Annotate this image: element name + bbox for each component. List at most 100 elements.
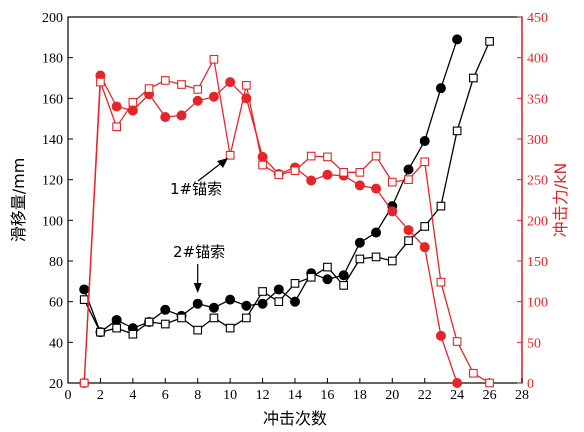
- y-tick-label-right: 50: [527, 336, 541, 351]
- data-point: [403, 225, 414, 236]
- annotation-arrow-head: [193, 283, 202, 293]
- x-tick-label: 8: [194, 388, 201, 403]
- data-point: [96, 327, 105, 337]
- y-tick-label-right: 100: [527, 296, 548, 311]
- data-point: [355, 167, 365, 177]
- annotation-label: 1#锚索: [170, 180, 222, 198]
- data-point: [435, 330, 446, 341]
- annotations: 1#锚索 2#锚索: [170, 158, 228, 293]
- series-3: [79, 70, 463, 388]
- annotation-label: 2#锚索: [173, 243, 225, 261]
- x-tick-label: 24: [450, 388, 464, 403]
- data-point: [354, 180, 365, 191]
- data-point: [208, 91, 219, 102]
- y-axis-title-right: 冲击力/kN: [551, 163, 570, 238]
- y-tick-label-right: 350: [527, 92, 548, 107]
- data-point: [79, 284, 90, 295]
- data-point: [387, 206, 398, 217]
- data-point: [420, 157, 430, 167]
- data-point: [96, 77, 105, 87]
- y-tick-label-left: 120: [42, 174, 63, 189]
- data-point: [128, 329, 138, 339]
- x-tick-label: 28: [515, 388, 529, 403]
- x-tick-label: 12: [256, 388, 270, 403]
- data-point: [452, 377, 463, 388]
- series-4: [79, 54, 494, 388]
- series-line: [83, 73, 458, 384]
- data-point: [144, 84, 154, 93]
- data-point: [338, 270, 349, 281]
- data-point: [112, 323, 121, 333]
- data-point: [404, 175, 413, 185]
- data-point: [192, 95, 203, 106]
- x-tick-label: 10: [223, 388, 237, 403]
- y-axis-title-left: 滑移量/mm: [9, 158, 28, 243]
- data-point: [208, 302, 219, 313]
- y-tick-label-right: 300: [527, 133, 548, 148]
- data-point: [225, 323, 235, 333]
- data-point: [160, 304, 171, 315]
- x-tick-label: 16: [320, 388, 334, 403]
- data-point: [339, 167, 348, 177]
- annotation-arrow-head: [217, 158, 228, 168]
- data-point: [192, 298, 203, 309]
- data-point: [322, 169, 333, 180]
- data-point: [79, 295, 89, 304]
- data-point: [420, 222, 430, 231]
- y-tick-label-left: 160: [42, 92, 63, 107]
- data-point: [242, 313, 251, 323]
- data-point: [306, 175, 317, 186]
- series-1: [79, 34, 463, 338]
- data-point: [257, 298, 268, 309]
- data-point: [371, 183, 382, 194]
- data-point: [436, 277, 446, 287]
- data-point: [371, 252, 381, 262]
- data-point: [436, 201, 446, 211]
- data-point: [160, 319, 170, 329]
- x-tick-label: 18: [353, 388, 367, 403]
- x-tick-label: 26: [483, 388, 497, 403]
- data-point: [322, 274, 333, 285]
- data-point: [435, 83, 446, 94]
- y-tick-label-left: 40: [49, 336, 63, 351]
- data-point: [112, 122, 121, 132]
- y-tick-label-left: 80: [49, 255, 63, 270]
- data-point: [225, 77, 236, 88]
- data-point: [371, 151, 381, 161]
- data-point: [258, 287, 267, 296]
- data-point: [193, 325, 203, 335]
- data-point: [419, 136, 430, 147]
- data-point: [485, 37, 494, 46]
- x-tick-label: 6: [162, 388, 169, 403]
- data-point: [306, 272, 316, 282]
- y-tick-label-left: 60: [49, 296, 63, 311]
- data-point: [176, 110, 187, 121]
- data-point: [225, 294, 236, 305]
- x-tick-label: 22: [418, 388, 432, 403]
- data-point: [111, 314, 122, 325]
- series-2: [79, 37, 494, 339]
- data-point: [354, 237, 365, 248]
- data-point: [111, 101, 122, 112]
- x-tick-label: 14: [288, 388, 302, 403]
- data-point: [209, 54, 219, 64]
- data-point: [273, 284, 284, 295]
- y-tick-label-right: 250: [527, 174, 548, 189]
- series-line: [83, 39, 458, 334]
- data-point: [469, 368, 478, 378]
- data-point: [323, 262, 332, 272]
- data-point: [144, 317, 154, 327]
- data-point: [387, 177, 397, 187]
- data-point: [452, 34, 463, 45]
- data-point: [160, 76, 170, 85]
- data-point: [452, 337, 462, 346]
- data-point: [339, 281, 348, 290]
- data-point: [387, 256, 397, 266]
- ticks: 0 2 4 6 8 10 12 14 16 18 20 22 24 26 28204060801001201…: [42, 11, 548, 403]
- data-point: [355, 254, 365, 264]
- y-tick-label-right: 0: [527, 377, 534, 392]
- data-point: [128, 98, 138, 107]
- data-point: [289, 296, 300, 307]
- y-tick-label-left: 20: [49, 377, 63, 392]
